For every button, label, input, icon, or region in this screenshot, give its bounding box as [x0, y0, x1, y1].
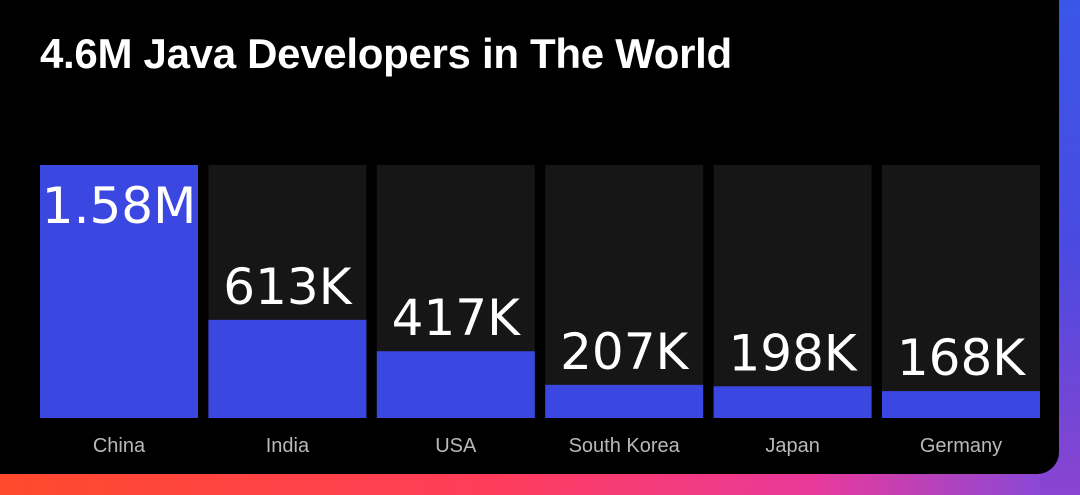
- value-label-usa: 417K: [392, 289, 521, 347]
- bar-germany: [882, 391, 1040, 418]
- bar-usa: [376, 351, 535, 418]
- category-label-south-korea: South Korea: [569, 435, 681, 457]
- category-label-japan: Japan: [765, 435, 820, 457]
- bar-india: [208, 319, 367, 418]
- bar-track-germany: [882, 165, 1040, 418]
- category-label-india: India: [266, 435, 310, 457]
- category-label-germany: Germany: [920, 435, 1002, 457]
- chart-title: 4.6M Java Developers in The World: [40, 30, 732, 77]
- bar-south-korea: [545, 384, 704, 418]
- category-label-usa: USA: [435, 435, 477, 457]
- value-label-china: 1.58M: [42, 177, 196, 235]
- bar-track-south-korea: [545, 165, 704, 418]
- category-label-china: China: [93, 435, 146, 457]
- value-label-india: 613K: [223, 258, 352, 316]
- chart-card: 4.6M Java Developers in The World 1.58M C…: [0, 0, 1059, 474]
- bar-track-japan: [713, 165, 872, 418]
- value-label-south-korea: 207K: [560, 323, 689, 381]
- bar-japan: [713, 386, 872, 418]
- bar-chart: 1.58M China 613K India 417K USA 207K South Kore…: [40, 165, 1040, 457]
- value-label-germany: 168K: [897, 329, 1026, 387]
- value-label-japan: 198K: [728, 324, 857, 382]
- bar-china: [40, 165, 198, 418]
